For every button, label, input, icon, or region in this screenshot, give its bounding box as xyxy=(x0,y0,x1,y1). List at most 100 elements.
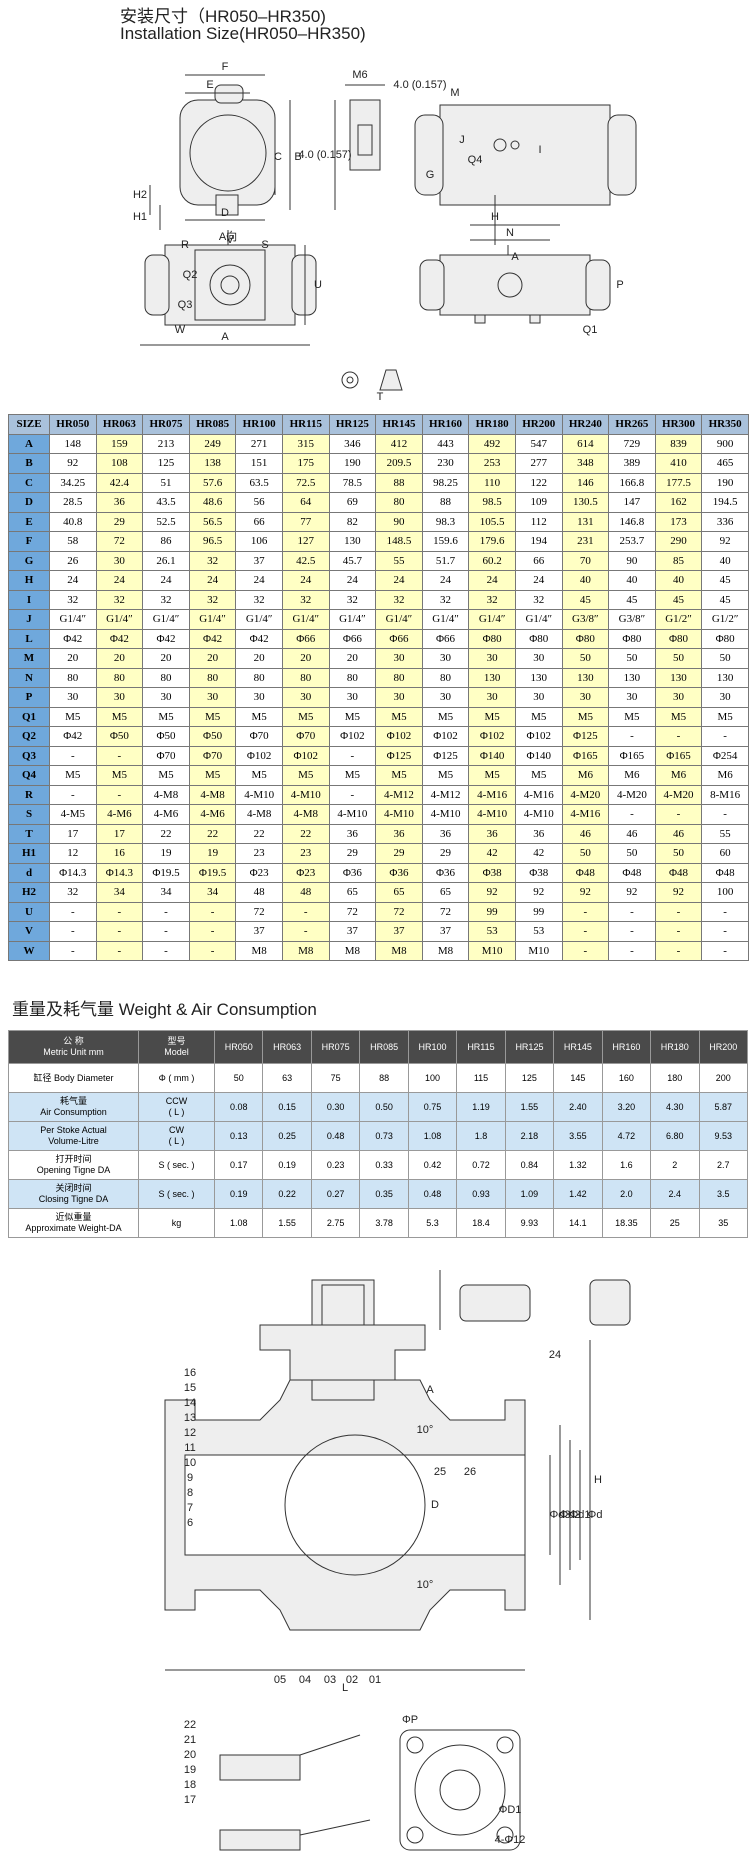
table-cell: M5 xyxy=(95,765,144,786)
table-cell: 42 xyxy=(514,843,563,864)
drawing-label: F xyxy=(222,61,229,73)
drawing-label: 01 xyxy=(369,1674,381,1686)
table-cell: 72 xyxy=(235,901,283,922)
table-cell: 29 xyxy=(375,843,423,864)
table-cell: 36 xyxy=(375,823,423,844)
drawing-label: E xyxy=(206,79,213,91)
table-cell: - xyxy=(561,940,610,961)
table-cell: HR100 xyxy=(235,414,283,435)
table-cell: HR180 xyxy=(650,1030,700,1064)
table-cell: 50 xyxy=(701,648,749,669)
table-cell: 63 xyxy=(262,1063,312,1093)
table-cell: M8 xyxy=(421,940,470,961)
table-cell: 0.08 xyxy=(213,1092,264,1122)
table-cell: 75 xyxy=(310,1063,361,1093)
drawing-label: 9 xyxy=(187,1472,193,1484)
table-cell: HR115 xyxy=(281,414,330,435)
table-cell: G1/4″ xyxy=(188,609,237,630)
table-cell: 4-M10 xyxy=(421,804,470,825)
table-cell: 56 xyxy=(235,492,283,513)
table-row: 打开时间 Opening Tigne DA S ( sec. ) 0.17 0.19 0.… xyxy=(8,1150,749,1180)
table-cell: - xyxy=(608,804,656,825)
table-cell: 348 xyxy=(561,453,610,474)
cell-text: ( L ) xyxy=(168,1136,185,1146)
table-cell: 145 xyxy=(553,1063,603,1093)
table-cell: Φ36 xyxy=(421,862,470,883)
table-cell: M5 xyxy=(49,765,97,786)
table-cell: G3/8″ xyxy=(561,609,610,630)
table-cell: 0.22 xyxy=(262,1179,312,1209)
table-cell: G1/4″ xyxy=(235,609,283,630)
drawing-label: G xyxy=(426,169,435,181)
table-cell: kg xyxy=(138,1208,215,1238)
installation-drawing: FE C B H2 H1 D A向 M6 4.0 (0.157) 4.0 (0.157) M JQ4 I… xyxy=(133,61,637,403)
table-cell: CW( L ) xyxy=(138,1121,215,1151)
drawing-label: Φd xyxy=(588,1509,603,1521)
table-cell: 80 xyxy=(95,667,144,688)
table-cell: R xyxy=(8,784,50,805)
table-cell: HR200 xyxy=(514,414,563,435)
table-cell: M8 xyxy=(328,940,377,961)
table-cell: 51 xyxy=(142,472,190,493)
table-cell: HR160 xyxy=(421,414,470,435)
table-cell: 0.19 xyxy=(262,1150,312,1180)
table-cell: 159.6 xyxy=(421,531,470,552)
table-cell: 98.5 xyxy=(468,492,516,513)
table-cell: 122 xyxy=(514,472,563,493)
table-cell: 96.5 xyxy=(188,531,237,552)
table-cell: 4-M10 xyxy=(281,784,330,805)
table-cell: M5 xyxy=(142,706,190,727)
table-cell: 40 xyxy=(701,550,749,571)
table-cell: 46 xyxy=(608,823,656,844)
drawing-label: Q1 xyxy=(583,324,598,336)
table-cell: 159 xyxy=(95,433,144,454)
table-cell: 77 xyxy=(281,511,330,532)
table-cell: 24 xyxy=(421,570,470,591)
table-row: E 40.8 29 52.5 56.5 66 77 82 90 98.3 105.5 112 131 14… xyxy=(8,511,749,532)
drawing-label: 21 xyxy=(184,1734,196,1746)
table-cell: M6 xyxy=(654,765,703,786)
table-cell: - xyxy=(701,726,749,747)
drawing-label: 4.0 (0.157) xyxy=(298,149,351,161)
table-cell: M5 xyxy=(235,706,283,727)
table-cell: 109 xyxy=(514,492,563,513)
title: Installation Size(HR050–HR350) xyxy=(120,24,366,43)
table-cell: 80 xyxy=(328,667,377,688)
table-cell: 3.20 xyxy=(601,1092,652,1122)
table-cell: 2.40 xyxy=(553,1092,603,1122)
table-cell: - xyxy=(701,940,749,961)
table-cell: Φ102 xyxy=(235,745,283,766)
table-cell: 48.6 xyxy=(188,492,237,513)
table-cell: 20 xyxy=(235,648,283,669)
table-cell: 型号 Model xyxy=(138,1030,215,1064)
table-cell: 166.8 xyxy=(608,472,656,493)
table-cell: 24 xyxy=(375,570,423,591)
table-cell: 160 xyxy=(601,1063,652,1093)
table-cell: 30 xyxy=(561,687,610,708)
table-cell: 32 xyxy=(514,589,563,610)
table-cell: - xyxy=(654,901,703,922)
table-cell: 22 xyxy=(235,823,283,844)
table-cell: - xyxy=(701,921,749,942)
drawing-label: T xyxy=(377,391,384,403)
table-cell: L xyxy=(8,628,50,649)
cell-text: Φ ( mm ) xyxy=(158,1072,195,1083)
table-cell: 4-M10 xyxy=(235,784,283,805)
table-cell: 2.0 xyxy=(601,1179,652,1209)
table-cell: 45 xyxy=(561,589,610,610)
table-row: H2 32 34 34 34 48 48 65 65 65 92 92 92 92 92 100 xyxy=(8,882,749,903)
table-cell: 194 xyxy=(514,531,563,552)
cell-text: 耗气量 xyxy=(59,1096,87,1106)
table-cell: Φ42 xyxy=(95,628,144,649)
drawing-label: D xyxy=(431,1499,439,1511)
table-cell: 52.5 xyxy=(142,511,190,532)
table-cell: 2.4 xyxy=(650,1179,700,1209)
valve-drawing: 16 15 14 13 12 11 10 9 8 7 6 24 25 26 05 04 03 02 01 L H A D Φd… xyxy=(164,1270,631,1851)
table-cell: 130 xyxy=(561,667,610,688)
drawing-label: 16 xyxy=(184,1367,196,1379)
cell-text: 缸径 Body Diameter xyxy=(33,1072,114,1083)
table-cell: N xyxy=(8,667,50,688)
table-cell: 130 xyxy=(608,667,656,688)
table-cell: 24 xyxy=(514,570,563,591)
table-cell: Φ70 xyxy=(281,726,330,747)
